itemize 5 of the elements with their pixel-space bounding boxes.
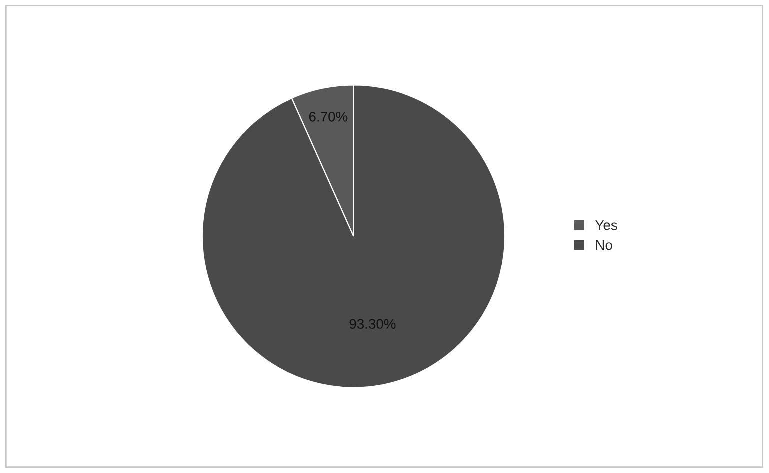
data-label: 6.70%	[309, 112, 348, 122]
legend-label: Yes	[596, 220, 618, 230]
data-label: 93.30%	[350, 319, 396, 330]
pie-slice	[202, 84, 506, 388]
legend-label: No	[596, 240, 612, 250]
